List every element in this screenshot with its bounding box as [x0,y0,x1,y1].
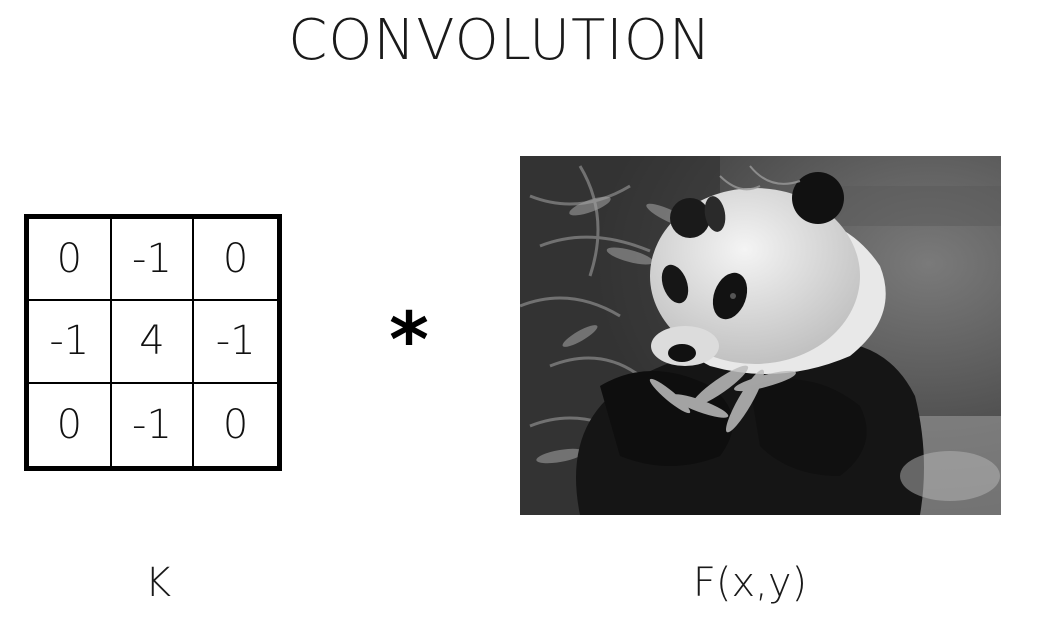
kernel-cell: -1 [29,301,112,384]
kernel-label: K [144,560,172,606]
kernel-cell: 0 [222,401,249,448]
convolution-operator: * [389,295,429,384]
kernel-cell: 0 [29,219,112,302]
kernel-cell: 0 [29,383,112,466]
kernel-matrix: 0 -1 0 -1 4 -1 0 -1 0 [24,214,282,471]
kernel-cell: -1 [112,383,195,466]
kernel-cell: -1 [194,301,277,384]
kernel-cell: 0 [194,219,277,302]
panda-image [520,156,1001,515]
image-label: F(x,y) [692,560,808,606]
page-title: CONVOLUTION [288,8,712,73]
kernel-cell: -1 [111,219,195,302]
kernel-cell: 4 [111,301,195,384]
